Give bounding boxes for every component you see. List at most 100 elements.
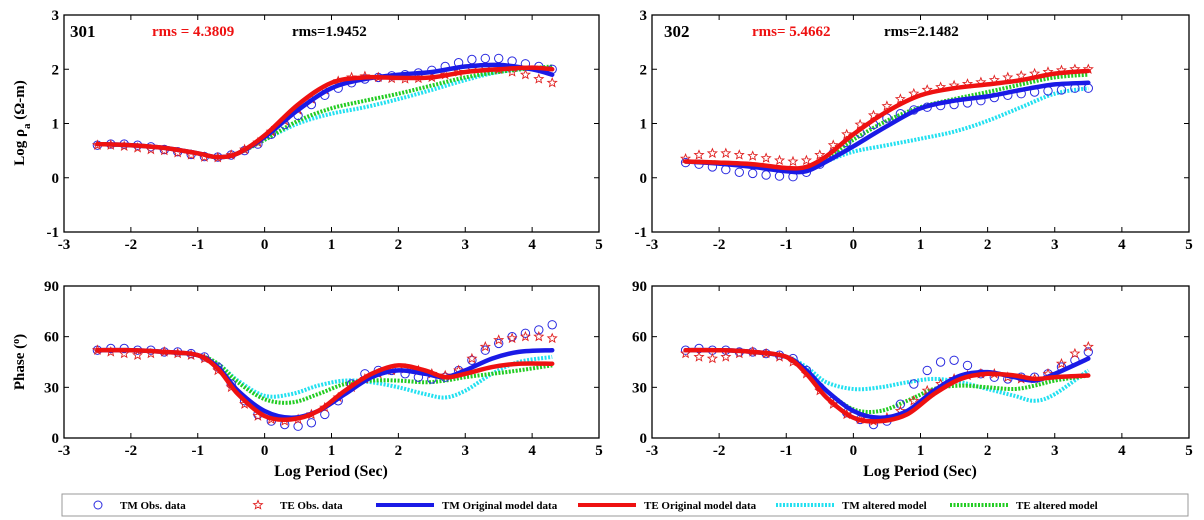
y-tick-label: -1: [47, 225, 60, 241]
data-point-te-obs: [908, 394, 920, 406]
data-point-te-obs: [1082, 340, 1094, 352]
data-point-te-obs: [706, 352, 718, 364]
y-tick-label: 3: [52, 8, 60, 24]
x-tick-label: 0: [261, 237, 269, 253]
x-tick-label: -2: [125, 237, 138, 253]
data-point-te-obs: [479, 340, 491, 352]
data-point-tm-obs: [480, 345, 490, 355]
data-point-te-obs: [800, 154, 812, 166]
data-point-tm-obs: [734, 167, 744, 178]
data-point-te-obs: [841, 128, 853, 140]
x-tick-label: 4: [528, 443, 536, 459]
legend: TM Obs. data TE Obs. data TM Original mode…: [61, 493, 1189, 517]
line-tm-original-model-data: [683, 80, 1091, 175]
data-point-te-obs: [854, 118, 866, 130]
data-point-tm-obs: [494, 53, 504, 64]
series-tm-altered-model: [685, 348, 1090, 403]
y-tick-label: 1: [52, 117, 60, 133]
data-point-tm-obs: [949, 355, 959, 365]
data-point-tm-obs: [774, 171, 785, 181]
y-tick-label: 90: [44, 279, 59, 295]
rms-red-label: rms= 5.4662: [752, 24, 831, 40]
data-point-tm-obs: [909, 379, 919, 389]
data-point-te-obs: [132, 349, 144, 361]
data-point-te-obs: [733, 149, 745, 160]
x-tick-label: 0: [261, 443, 269, 459]
axis-ticks: -3 -2 -1 0 1 2 3 4 5 0 30 60 90: [632, 279, 1193, 459]
line-te-original-model-data: [683, 68, 1091, 171]
series-te-original-model-data: [683, 347, 1091, 424]
legend-label: TE altered model: [1016, 500, 1098, 512]
data-point-te-obs: [519, 68, 531, 80]
y-tick-label: 60: [632, 330, 647, 346]
x-tick-label: -3: [58, 237, 71, 253]
data-point-tm-obs: [748, 168, 758, 179]
data-point-te-obs: [720, 147, 732, 159]
x-tick-label: -3: [58, 443, 71, 459]
series-tm-altered-model: [97, 348, 553, 400]
y-tick-label: 2: [640, 62, 648, 78]
x-tick-label: -1: [192, 443, 205, 459]
data-point-te-obs: [814, 149, 826, 160]
data-point-tm-obs: [467, 54, 477, 65]
line-tm-altered-model: [685, 348, 1090, 403]
x-tick-label: 1: [917, 237, 925, 253]
x-tick-label: 2: [395, 443, 403, 459]
data-point-te-obs: [720, 351, 732, 362]
x-tick-label: 2: [984, 237, 992, 253]
data-point-te-obs: [506, 332, 518, 344]
x-tick-label: 1: [917, 443, 925, 459]
data-point-te-obs: [519, 330, 531, 342]
line-tm-altered-model: [97, 348, 553, 400]
series-te-altered-model: [97, 64, 553, 160]
x-tick-label: 2: [395, 237, 403, 253]
x-tick-label: 4: [1118, 443, 1126, 459]
y-tick-label: 90: [632, 279, 647, 295]
data-point-te-obs: [1002, 71, 1014, 83]
data-point-tm-obs: [320, 409, 330, 420]
station-label: 302: [664, 22, 690, 41]
legend-label: TM Original model data: [442, 500, 558, 512]
data-point-tm-obs: [962, 360, 973, 371]
series-tm-original-model-data: [683, 80, 1091, 175]
y-tick-label: 60: [44, 330, 59, 346]
y-tick-label: 0: [640, 431, 648, 447]
data-point-tm-obs: [494, 338, 504, 349]
data-point-te-obs: [894, 93, 906, 104]
series-te-altered-model: [97, 348, 553, 405]
data-point-te-obs: [546, 76, 558, 88]
line-te-original-model-data: [95, 65, 555, 160]
x-tick-label: 5: [1185, 237, 1193, 253]
rms-black-label: rms=1.9452: [292, 24, 367, 40]
legend-item-te-original-model-data: TE Original model data: [578, 500, 757, 512]
series-group: [91, 320, 558, 431]
y-tick-label: 1: [640, 117, 648, 133]
x-tick-label: -2: [713, 237, 726, 253]
y-axis-label: Phase (o): [11, 334, 29, 390]
panel-rho-302: -3 -2 -1 0 1 2 3 4 5 -1 0 1 2 3 302 rms= 5.4662 rms=2…: [635, 8, 1193, 253]
legend-item-tm-original-model-data: TM Original model data: [376, 500, 558, 512]
data-point-te-obs: [693, 351, 705, 362]
series-group: [680, 340, 1094, 430]
legend-item-tm-obs-data: TM Obs. data: [93, 500, 186, 512]
y-tick-label: 2: [52, 62, 60, 78]
line-te-original-model-data: [95, 347, 555, 423]
plot-frame: [651, 14, 1190, 233]
legend-label: TM Obs. data: [120, 500, 186, 512]
data-point-te-obs: [827, 139, 839, 150]
line-te-altered-model: [97, 64, 553, 160]
line-te-original-model-data: [683, 347, 1091, 424]
y-axis-label: Log ρa (Ω-m): [12, 80, 33, 166]
rms-red-label: rms = 4.3809: [152, 24, 234, 40]
data-point-tm-obs: [547, 320, 557, 330]
data-point-te-obs: [533, 330, 545, 342]
x-tick-label: -2: [125, 443, 138, 459]
station-label: 301: [70, 22, 96, 41]
legend-marker-star: [252, 499, 264, 510]
data-point-te-obs: [466, 352, 478, 364]
series-te-original-model-data: [95, 65, 555, 160]
legend-label: TM altered model: [842, 500, 927, 512]
data-point-tm-obs: [293, 421, 303, 431]
y-tick-label: 0: [52, 171, 60, 187]
data-point-te-obs: [693, 149, 705, 160]
